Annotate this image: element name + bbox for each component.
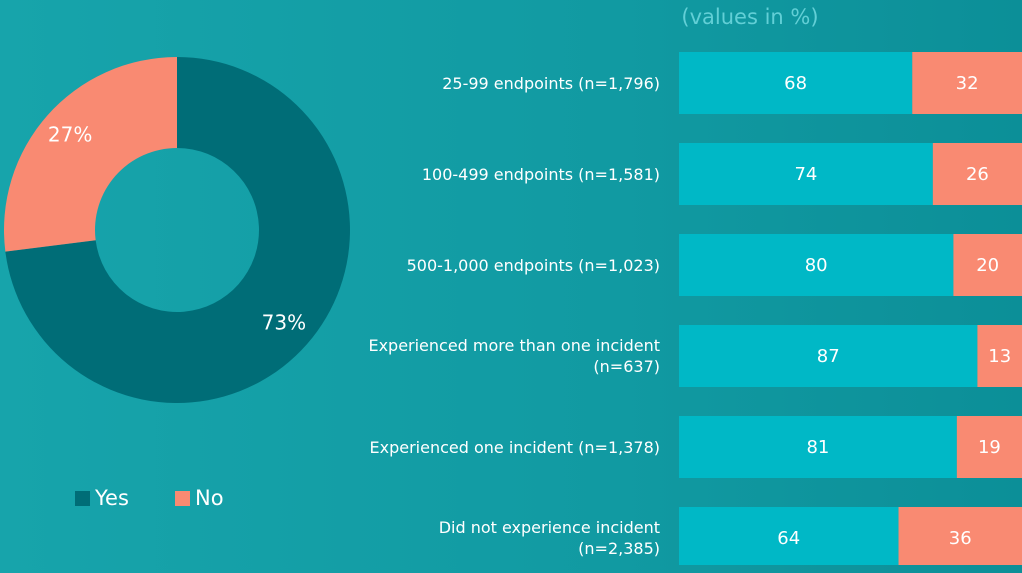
bar-segment (679, 325, 978, 387)
legend-swatch (175, 491, 190, 506)
data-label: 20 (976, 255, 999, 276)
data-label: 87 (817, 346, 840, 367)
category-label: Experienced one incident (n=1,378) (369, 437, 661, 457)
category-label: Did not experience incident (n=2,385) (438, 518, 660, 558)
data-label: 68 (784, 73, 807, 94)
bar-segment (679, 416, 957, 478)
category-label: 500-1,000 endpoints (n=1,023) (406, 255, 660, 275)
data-label: 64 (777, 528, 800, 549)
category-label: Experienced more than one incident (n=63… (368, 336, 660, 376)
data-label: 73% (262, 311, 306, 335)
bar-segment (679, 234, 954, 296)
bar-segment (977, 325, 1022, 387)
pie-slice (3, 57, 177, 252)
legend-label: Yes (94, 486, 129, 510)
data-label: 32 (956, 73, 979, 94)
data-label: 81 (806, 437, 829, 458)
data-label: 27% (48, 122, 92, 146)
bar-segment (953, 234, 1022, 296)
bar-segment (898, 507, 1022, 565)
bar-segment (932, 143, 1022, 205)
legend-label: No (195, 486, 224, 510)
data-label: 26 (966, 164, 989, 185)
bar-segment (679, 143, 933, 205)
bar-segment (956, 416, 1022, 478)
data-label: 13 (988, 346, 1011, 367)
pie-slice (5, 57, 350, 403)
data-label: 80 (805, 255, 828, 276)
category-label: 25-99 endpoints (n=1,796) (442, 73, 660, 93)
data-label: 19 (978, 437, 1001, 458)
data-label: 36 (949, 528, 972, 549)
data-label: 74 (794, 164, 817, 185)
subtitle: (values in %) (681, 5, 818, 29)
bar-segment (679, 52, 913, 114)
category-label: 100-499 endpoints (n=1,581) (421, 164, 660, 184)
legend-swatch (75, 491, 90, 506)
bar-segment (912, 52, 1022, 114)
bar-segment (679, 507, 899, 565)
